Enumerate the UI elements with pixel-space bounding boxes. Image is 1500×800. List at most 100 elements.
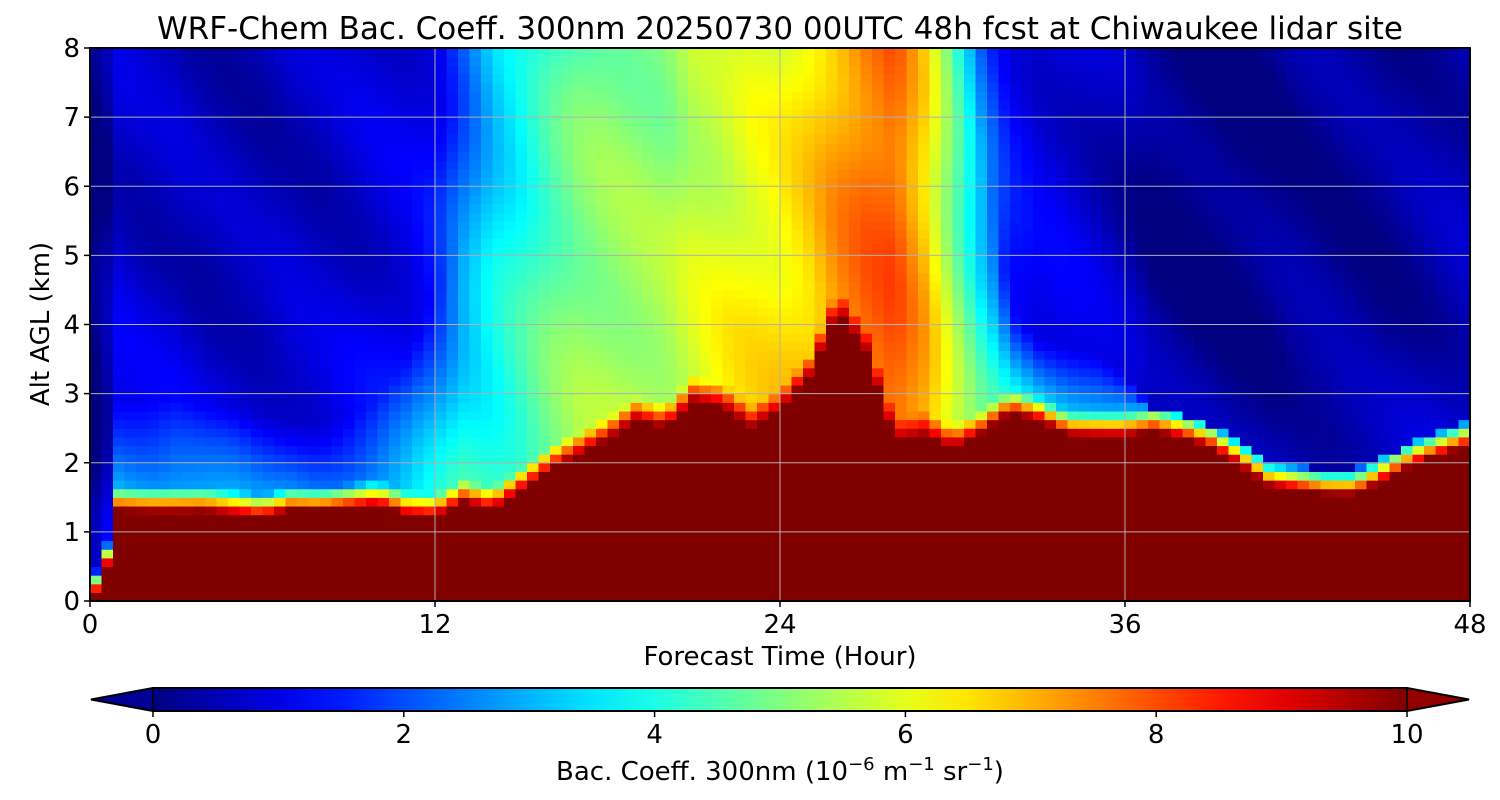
field-cell — [136, 220, 149, 231]
field-cell — [653, 117, 666, 127]
field-cell — [101, 289, 114, 300]
field-cell — [561, 566, 574, 576]
field-cell — [918, 229, 931, 239]
field-cell — [193, 367, 206, 377]
field-cell — [872, 359, 885, 369]
field-cell — [147, 410, 160, 421]
field-cell — [159, 549, 172, 559]
field-cell — [941, 315, 954, 326]
field-cell — [734, 229, 747, 239]
field-cell — [182, 436, 195, 447]
field-cell — [734, 177, 747, 187]
field-cell — [182, 99, 195, 110]
field-cell — [745, 341, 758, 352]
field-cell — [768, 488, 781, 498]
field-cell — [377, 177, 390, 187]
field-cell — [573, 65, 586, 75]
field-cell — [826, 471, 839, 481]
field-cell — [400, 264, 413, 274]
field-cell — [607, 575, 620, 585]
field-cell — [952, 246, 965, 256]
field-cell — [964, 488, 977, 498]
field-cell — [768, 497, 781, 507]
field-cell — [975, 428, 988, 438]
field-cell — [826, 384, 839, 395]
field-cell — [964, 203, 977, 213]
field-cell — [216, 177, 229, 187]
field-cell — [193, 212, 206, 222]
field-cell — [550, 488, 563, 498]
field-cell — [469, 48, 482, 58]
field-cell — [285, 566, 298, 576]
field-cell — [538, 151, 551, 161]
field-cell — [814, 134, 827, 144]
field-cell — [124, 246, 137, 256]
field-cell — [492, 160, 505, 170]
field-cell — [757, 436, 770, 447]
field-cell — [584, 315, 597, 326]
field-cell — [101, 454, 114, 464]
field-cell — [124, 91, 137, 101]
field-cell — [975, 82, 988, 92]
field-cell — [136, 48, 149, 58]
field-cell — [343, 56, 356, 66]
field-cell — [170, 393, 183, 403]
field-cell — [895, 56, 908, 66]
field-cell — [239, 471, 252, 481]
field-cell — [90, 505, 103, 516]
field-cell — [619, 497, 632, 507]
field-cell — [492, 350, 505, 360]
field-cell — [285, 575, 298, 585]
field-cell — [343, 229, 356, 239]
field-cell — [630, 566, 643, 576]
field-cell — [791, 315, 804, 326]
field-cell — [596, 480, 609, 490]
field-cell — [343, 82, 356, 92]
field-cell — [262, 229, 275, 239]
field-cell — [803, 497, 816, 507]
field-cell — [527, 549, 540, 559]
field-cell — [228, 56, 241, 66]
field-cell — [504, 359, 517, 369]
field-cell — [722, 583, 735, 593]
field-cell — [584, 402, 597, 412]
field-cell — [665, 531, 678, 542]
field-cell — [446, 82, 459, 92]
field-cell — [745, 99, 758, 110]
field-cell — [205, 229, 218, 239]
field-cell — [849, 73, 862, 84]
field-cell — [596, 82, 609, 92]
field-cell — [113, 229, 126, 239]
field-cell — [285, 462, 298, 472]
field-cell — [389, 143, 402, 153]
field-cell — [170, 194, 183, 205]
field-cell — [458, 471, 471, 481]
field-cell — [550, 566, 563, 576]
field-cell — [688, 298, 701, 308]
field-cell — [90, 264, 103, 274]
field-cell — [860, 289, 873, 300]
field-cell — [113, 125, 126, 136]
field-cell — [343, 255, 356, 265]
field-cell — [722, 186, 735, 196]
field-cell — [814, 384, 827, 395]
field-cell — [216, 281, 229, 291]
field-cell — [964, 315, 977, 326]
field-cell — [101, 229, 114, 239]
field-cell — [285, 341, 298, 352]
field-cell — [688, 471, 701, 481]
field-cell — [113, 143, 126, 153]
field-cell — [239, 341, 252, 352]
field-cell — [676, 151, 689, 161]
field-cell — [860, 523, 873, 533]
field-cell — [354, 65, 367, 75]
field-cell — [412, 359, 425, 369]
field-cell — [964, 289, 977, 300]
field-cell — [343, 505, 356, 516]
field-cell — [147, 359, 160, 369]
field-cell — [469, 575, 482, 585]
field-cell — [860, 220, 873, 231]
field-cell — [734, 160, 747, 170]
field-cell — [607, 557, 620, 568]
field-cell — [745, 462, 758, 472]
